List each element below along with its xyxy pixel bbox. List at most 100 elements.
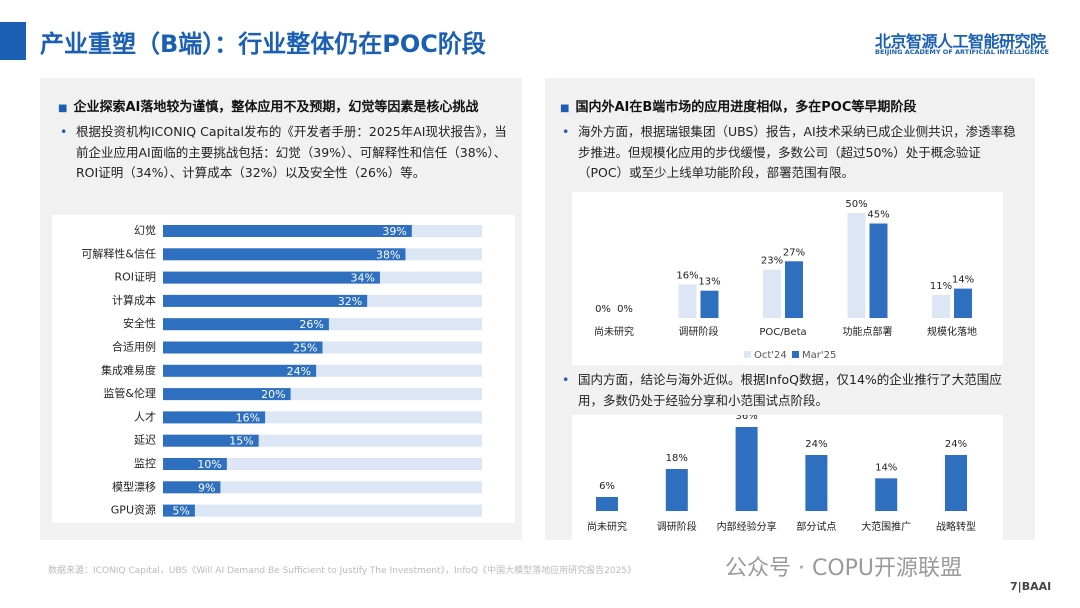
category-label: 人才 (134, 409, 156, 423)
bar (163, 458, 227, 470)
value-label: 13% (698, 277, 720, 288)
page-number: 7 (1010, 580, 1018, 593)
chart-challenges: 幻觉 39% 可解释性&信任 38% ROI证明 34% 计算成本 32% 安全性 26% 合适用例… (52, 215, 515, 523)
value-label: 50% (845, 199, 867, 210)
category-label: 部分试点 (796, 520, 836, 533)
category-label: 监控 (134, 456, 156, 470)
legend-label: Mar'25 (802, 350, 836, 361)
bar (163, 411, 266, 424)
right-heading: 国内外AI在B端市场的应用进度相似，多在POC等早期阶段 (560, 96, 1030, 115)
bar (163, 318, 329, 331)
value-label: 11% (930, 281, 952, 292)
value-label: 38% (376, 248, 400, 261)
category-label: 幻觉 (134, 224, 156, 237)
bar-track (163, 504, 482, 517)
category-label: POC/Beta (759, 327, 806, 338)
bar (163, 248, 406, 261)
logo-cn: 北京智源人工智能研究院 (875, 32, 1046, 51)
bar (763, 269, 781, 318)
value-label: 16% (676, 270, 698, 281)
bar (678, 284, 697, 318)
category-label: 尚未研究 (587, 520, 627, 533)
value-label: 18% (666, 453, 688, 464)
category-label: 规模化落地 (927, 325, 977, 338)
value-label: 16% (236, 411, 260, 424)
bar (163, 271, 380, 284)
bar (785, 261, 803, 318)
bar (735, 427, 758, 511)
legend-label: Oct'24 (754, 350, 787, 361)
bar (700, 290, 719, 318)
chart-domestic: 尚未研究 6% 调研阶段 18% 内部经验分享 36% 部分试点 24% 大范围推广 14% 战略转… (572, 415, 1003, 540)
bar (954, 288, 972, 318)
brand: BAAI (1021, 580, 1052, 593)
value-label: 39% (382, 225, 406, 238)
bar (163, 294, 368, 307)
bar (596, 497, 618, 511)
value-label: 24% (805, 439, 827, 450)
category-label: 大范围推广 (861, 520, 911, 533)
value-label: 0% (617, 304, 633, 315)
bar (869, 223, 888, 318)
chart-overseas: 尚未研究 0% 0% 调研阶段 16%13% POC/Beta 23%27% 功能点部署 50%… (572, 192, 1003, 365)
value-label: 34% (350, 272, 374, 285)
logo-en: BEIJING ACADEMY OF ARTIFICIAL INTELLIGEN… (875, 48, 1049, 56)
category-label: 尚未研究 (594, 325, 634, 338)
value-label: 9% (198, 481, 215, 494)
bar (945, 455, 967, 511)
bar (805, 455, 828, 511)
value-label: 10% (197, 458, 221, 471)
category-label: 计算成本 (112, 293, 156, 307)
bar-track (163, 458, 482, 470)
category-label: 安全性 (123, 316, 156, 330)
bar (932, 294, 950, 318)
value-label: 27% (783, 247, 805, 258)
value-label: 6% (599, 481, 615, 492)
category-label: 功能点部署 (843, 325, 893, 338)
bar (163, 434, 259, 447)
category-label: 调研阶段 (679, 325, 719, 338)
value-label: 14% (875, 462, 897, 473)
bar (847, 213, 866, 318)
category-label: 调研阶段 (657, 520, 697, 533)
legend-swatch (792, 351, 799, 358)
value-label: 0% (595, 304, 611, 315)
source-note: 数据来源：ICONIQ Capital，UBS《Will AI Demand B… (48, 566, 637, 576)
bar (163, 504, 195, 517)
slide-title: 产业重塑（B端）：行业整体仍在POC阶段 (40, 30, 486, 58)
value-label: 15% (229, 435, 253, 448)
category-label: ROI证明 (114, 271, 156, 284)
category-label: 集成难易度 (101, 363, 156, 377)
value-label: 20% (261, 388, 285, 401)
category-label: 监管&伦理 (103, 386, 156, 400)
value-label: 24% (287, 365, 311, 378)
value-label: 14% (952, 275, 974, 286)
value-label: 32% (338, 295, 362, 308)
bar (875, 478, 898, 511)
value-label: 26% (299, 318, 323, 331)
bar (163, 481, 221, 494)
value-label: 5% (172, 505, 189, 518)
left-heading: 企业探索AI落地较为谨慎，整体应用不及预期，幻觉等因素是核心挑战 (58, 96, 518, 115)
value-label: 25% (293, 342, 317, 355)
bar (163, 388, 291, 401)
category-label: 模型漂移 (112, 479, 156, 493)
page-footer: 7|BAAI (1010, 580, 1052, 593)
legend-swatch (744, 351, 751, 358)
category-label: 内部经验分享 (717, 520, 777, 533)
category-label: 战略转型 (936, 520, 976, 533)
category-label: 延迟 (134, 434, 156, 447)
category-label: 合适用例 (112, 340, 156, 354)
bar (163, 364, 317, 377)
right-bullet-2: 国内方面，结论与海外近似。根据InfoQ数据，仅14%的企业推行了大范围应用，多… (560, 370, 1018, 411)
value-label: 23% (761, 256, 783, 267)
category-label: GPU资源 (111, 503, 156, 517)
value-label: 36% (735, 415, 757, 422)
right-bullet-1: 海外方面，根据瑞银集团（UBS）报告，AI技术采纳已成企业侧共识，渗透率稳步推进… (560, 122, 1018, 184)
bar (163, 341, 323, 354)
bar-track (163, 481, 482, 494)
bar (163, 225, 412, 237)
bar (665, 469, 688, 511)
category-label: 可解释性&信任 (81, 246, 156, 260)
